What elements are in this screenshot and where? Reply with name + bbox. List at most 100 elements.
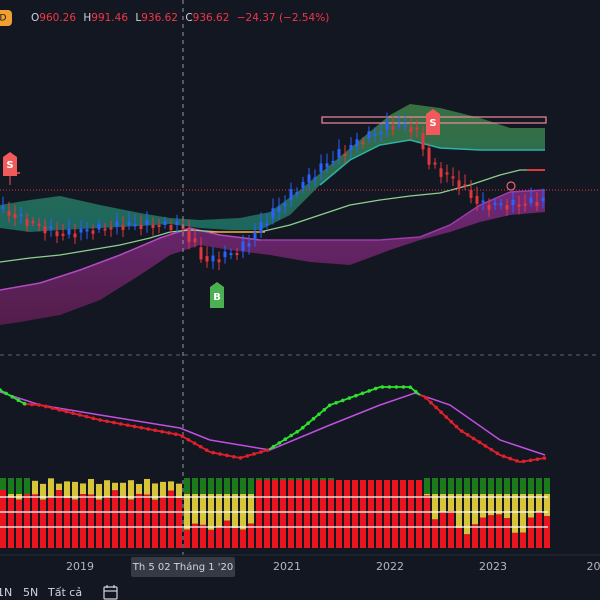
candle-body xyxy=(493,202,497,205)
hist-green xyxy=(520,478,526,494)
hist-red xyxy=(416,480,422,548)
hist-red xyxy=(536,512,542,548)
hist-green xyxy=(192,478,198,494)
candle-body xyxy=(421,132,425,150)
candle-body xyxy=(385,121,389,130)
hist-yellow xyxy=(168,481,174,491)
hist-yellow xyxy=(136,483,142,494)
oscillator-dot xyxy=(173,432,178,437)
hist-red xyxy=(16,499,22,548)
candle-body xyxy=(343,154,347,156)
oscillator-dot xyxy=(180,434,185,439)
oscillator-dot xyxy=(167,431,171,435)
oscillator-dot xyxy=(508,456,513,461)
oscillator-dot xyxy=(340,398,345,403)
oscillator-dot xyxy=(192,441,197,446)
candle-body xyxy=(397,124,401,127)
candle-body xyxy=(199,247,203,260)
hist-green xyxy=(16,478,22,494)
candle-body xyxy=(523,203,527,206)
candle-body xyxy=(541,197,545,202)
candle-body xyxy=(451,176,455,179)
candle-body xyxy=(247,243,251,247)
hist-yellow xyxy=(64,481,70,498)
oscillator-dot xyxy=(204,448,209,452)
hist-green xyxy=(544,478,550,494)
hist-red xyxy=(232,528,238,548)
candle-body xyxy=(499,203,503,206)
signal-markers: S S B xyxy=(3,109,440,308)
hist-green xyxy=(432,478,438,494)
lower-cloud xyxy=(0,190,545,325)
oscillator-dot xyxy=(394,385,399,389)
candle-body xyxy=(241,241,245,252)
candle-body xyxy=(103,228,107,231)
signal-label: S xyxy=(6,160,13,171)
candle-body xyxy=(379,132,383,135)
hist-red xyxy=(512,532,518,548)
hist-green xyxy=(512,478,518,494)
sell-signal[interactable] xyxy=(3,152,17,176)
oscillator-dot xyxy=(327,403,332,408)
interval-badge[interactable] xyxy=(0,10,12,26)
candle-body xyxy=(373,133,377,136)
candle-body xyxy=(403,124,407,127)
candle-body xyxy=(271,208,275,219)
signal-label: B xyxy=(213,292,221,303)
hist-yellow xyxy=(192,494,198,524)
candle-body xyxy=(211,255,215,262)
hist-green xyxy=(232,478,238,494)
oscillator-dot xyxy=(132,424,137,429)
hist-red xyxy=(144,494,150,548)
range-button[interactable]: 5N xyxy=(23,586,38,599)
oscillator-dot xyxy=(322,407,327,412)
candle-body xyxy=(427,147,431,165)
range-button[interactable]: 1N xyxy=(0,586,12,599)
oscillator-dot xyxy=(91,416,96,421)
hist-red xyxy=(272,480,278,548)
hist-green xyxy=(528,478,534,494)
hist-yellow xyxy=(176,483,182,499)
hist-yellow xyxy=(88,478,94,495)
hist-yellow xyxy=(504,494,510,519)
range-button[interactable]: Tất cả xyxy=(47,586,82,599)
candle-body xyxy=(313,177,317,180)
candle-body xyxy=(43,226,47,234)
hist-yellow xyxy=(528,494,534,518)
hist-green xyxy=(208,478,214,494)
oscillator-dot xyxy=(311,416,316,421)
candle-body xyxy=(349,144,353,150)
candle-body xyxy=(259,222,263,233)
candle-body xyxy=(463,184,467,187)
hist-red xyxy=(336,480,342,548)
x-axis-strip xyxy=(0,555,600,580)
hist-red xyxy=(264,480,270,548)
oscillator-dot xyxy=(501,454,506,459)
hist-yellow xyxy=(80,483,86,495)
hist-green xyxy=(248,478,254,494)
hist-red xyxy=(344,480,350,548)
hist-yellow xyxy=(248,494,254,524)
candle-body xyxy=(361,142,365,144)
hist-red xyxy=(200,524,206,548)
oscillator-dot xyxy=(245,454,250,458)
sell-signal[interactable] xyxy=(426,109,440,135)
calendar-icon[interactable] xyxy=(103,585,118,600)
hist-yellow xyxy=(464,494,470,535)
candle-body xyxy=(61,233,65,236)
buy-signal[interactable] xyxy=(210,282,224,308)
crosshair-label-box xyxy=(131,557,235,577)
oscillator-dot xyxy=(252,452,256,456)
oscillator-dot xyxy=(211,450,215,455)
marker-circle xyxy=(506,181,516,191)
ohlc-label: L xyxy=(135,12,141,24)
hist-yellow xyxy=(544,494,550,517)
oscillator-dot xyxy=(265,448,270,452)
hist-red xyxy=(216,527,222,548)
oscillator-dot xyxy=(413,389,418,394)
baseline-edge xyxy=(260,189,546,241)
oscillator-dot xyxy=(354,393,358,398)
legend: D O960.26 H991.46 L936.62 C936.62 −24.37… xyxy=(0,10,329,26)
hist-red xyxy=(136,493,142,548)
